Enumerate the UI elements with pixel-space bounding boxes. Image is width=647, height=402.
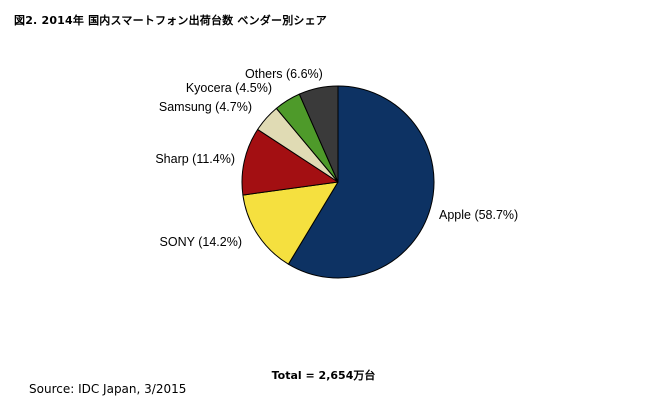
pie-slices <box>241 85 435 279</box>
source-note: Source: IDC Japan, 3/2015 <box>29 382 187 396</box>
slice-label-others: Others (6.6%) <box>245 67 323 81</box>
chart-title: 図2. 2014年 国内スマートフォン出荷台数 ベンダー別シェア <box>14 14 328 27</box>
pie-slice-apple <box>287 85 435 279</box>
slice-label-samsung: Samsung (4.7%) <box>159 100 252 114</box>
pie-slice-others <box>298 85 339 183</box>
pie-slice-sharp <box>241 128 339 196</box>
slice-label-kyocera: Kyocera (4.5%) <box>186 81 272 95</box>
slice-label-sharp: Sharp (11.4%) <box>155 152 235 166</box>
pie-slice-sony <box>242 181 339 265</box>
slice-label-apple: Apple (58.7%) <box>439 208 518 222</box>
slice-label-sony: SONY (14.2%) <box>160 235 242 249</box>
slice-labels: Apple (58.7%) SONY (14.2%) Sharp (11.4%) Sa… <box>155 67 518 249</box>
total-label: Total = 2,654万台 <box>271 369 376 382</box>
